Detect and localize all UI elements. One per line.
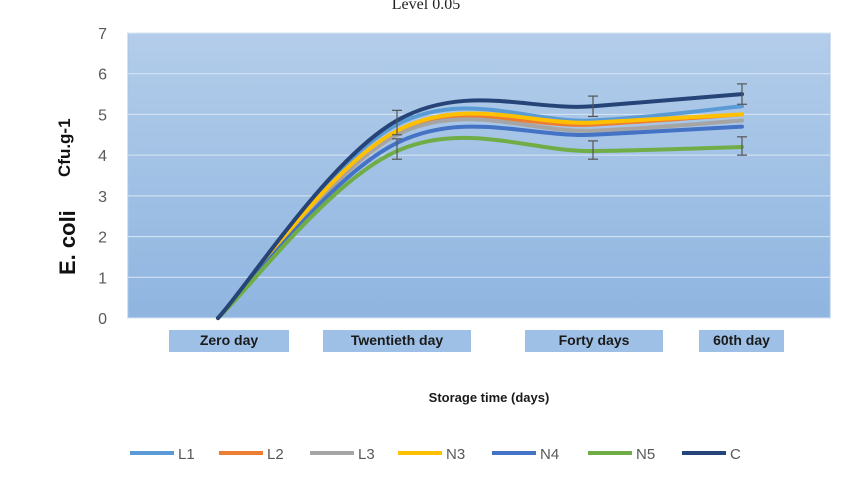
category-label: Forty days <box>559 332 630 348</box>
y-axis-label: E. coli Cfu.g-1 <box>55 118 80 275</box>
y-tick-label: 0 <box>98 311 107 328</box>
category-label-box <box>169 330 289 352</box>
x-axis-label: Storage time (days) <box>429 390 550 405</box>
legend-label-l2: L2 <box>267 446 284 463</box>
series-line-n4 <box>216 124 744 320</box>
category-label: Zero day <box>200 332 259 348</box>
plot-area <box>127 32 831 319</box>
y-tick-label: 3 <box>98 189 107 206</box>
legend-label-l3: L3 <box>358 446 375 463</box>
series-line-c <box>216 92 744 320</box>
legend-label-n5: N5 <box>636 446 655 463</box>
category-label: Twentieth day <box>351 332 444 348</box>
series-lines <box>216 92 744 320</box>
y-tick-label: 4 <box>98 148 107 165</box>
legend-label-n4: N4 <box>540 446 559 463</box>
y-tick-label: 5 <box>98 107 107 124</box>
category-label: 60th day <box>713 332 770 348</box>
y-tick-label: 7 <box>98 26 107 43</box>
legend-label-l1: L1 <box>178 446 195 463</box>
y-tick-label: 2 <box>98 230 107 247</box>
error-bars <box>392 83 747 160</box>
chart-title: Level 0.05 <box>392 0 460 13</box>
y-tick-label: 1 <box>98 270 107 287</box>
category-label-box <box>525 330 663 352</box>
series-line-n3 <box>216 111 744 320</box>
category-labels: Zero day Twentieth day Forty days 60th day <box>169 330 784 352</box>
legend-label-n3: N3 <box>446 446 465 463</box>
category-label-box <box>323 330 471 352</box>
legend: L1 L2 L3 N3 N4 N5 C <box>130 446 741 463</box>
y-tick-labels: 0 1 2 3 4 5 6 7 <box>98 26 107 328</box>
category-label-box <box>699 330 784 352</box>
y-axis-label-organism: E. coli <box>55 210 80 275</box>
y-axis-label-unit: Cfu.g-1 <box>55 118 74 177</box>
y-tick-label: 6 <box>98 67 107 84</box>
series-line-n5 <box>216 135 744 320</box>
legend-label-c: C <box>730 446 741 463</box>
